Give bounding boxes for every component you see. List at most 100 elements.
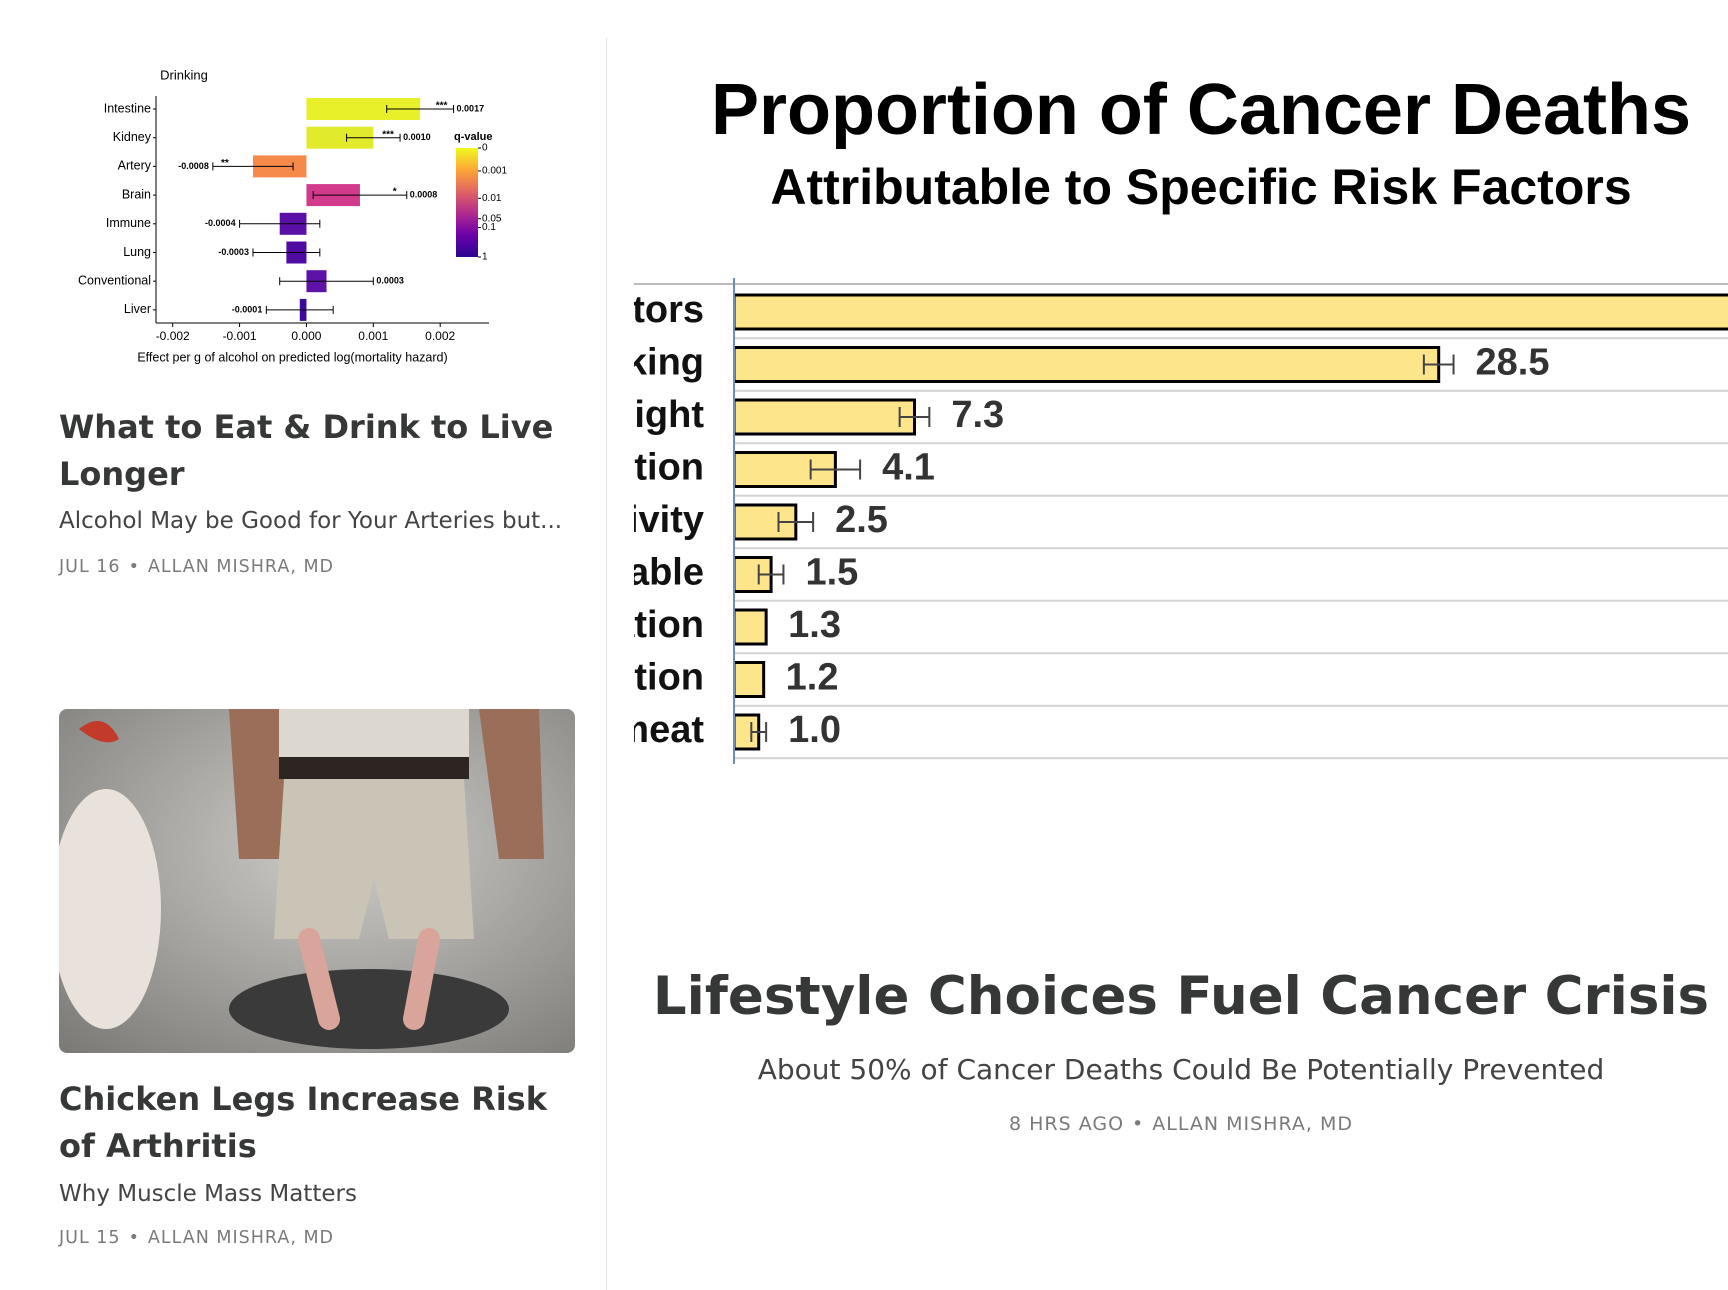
y-tick-label: table <box>634 552 704 594</box>
colorbar-tick-label: 0.05 <box>482 213 502 224</box>
post-image[interactable] <box>59 709 575 1053</box>
y-tick-label: Intestine <box>104 101 151 115</box>
colorbar-tick-label: 0.1 <box>482 222 496 233</box>
error-bar <box>386 105 455 113</box>
significance-label: *** <box>436 101 448 112</box>
x-tick-label: -0.002 <box>156 329 190 343</box>
colorbar-tick-label: 0 <box>482 143 488 154</box>
error-bar <box>239 219 321 228</box>
separator: • <box>128 557 140 577</box>
y-tick-label: ption <box>634 447 704 489</box>
post-card[interactable]: Drinking -0.002 -0.001 0.000 0.001 0.002 Effec… <box>59 60 575 580</box>
post-title[interactable]: Chicken Legs Increase Risk of Arthritis <box>59 1080 547 1165</box>
chart-title: Drinking <box>160 67 208 82</box>
data-label: -0.0003 <box>218 247 249 257</box>
separator: • <box>1132 1113 1145 1135</box>
y-tick-label: oking <box>634 342 704 384</box>
data-label: 1.3 <box>788 604 841 646</box>
data-label: 2.5 <box>835 499 888 541</box>
y-tick-label: ction <box>634 657 704 699</box>
error-bar <box>279 277 374 286</box>
post-title[interactable]: What to Eat & Drink to Live Longer <box>59 408 554 493</box>
x-tick-label: 0.000 <box>291 329 321 343</box>
post-author[interactable]: ALLAN MISHRA, MD <box>147 557 335 577</box>
chart-subtitle: Attributable to Specific Risk Factors <box>770 159 1631 215</box>
illustration <box>59 709 575 1053</box>
post-meta: JUL 15 • ALLAN MISHRA, MD <box>59 1228 334 1248</box>
data-label: 0.0010 <box>403 132 431 142</box>
error-bar <box>252 248 321 257</box>
bar <box>734 608 768 646</box>
colorbar-tick-label: 1 <box>482 252 488 263</box>
post-date: JUL 15 <box>59 1228 121 1248</box>
data-label: 4.1 <box>882 447 935 489</box>
data-label: -0.0001 <box>232 304 263 314</box>
error-bar <box>312 191 408 200</box>
y-tick-label: Lung <box>123 245 151 259</box>
chart-title: Proportion of Cancer Deaths <box>711 70 1691 150</box>
y-tick-label: Brain <box>122 187 151 201</box>
bar <box>734 293 1728 331</box>
post-date: 8 HRS AGO <box>1008 1113 1125 1135</box>
data-label: 0.0008 <box>410 189 438 199</box>
data-label: 0.0017 <box>457 103 485 113</box>
colorbar-tick-label: 0.01 <box>482 193 502 204</box>
x-tick-label: 0.002 <box>425 329 455 343</box>
y-tick-label: tivity <box>634 499 704 541</box>
featured-image-chart[interactable]: Proportion of Cancer Deaths Attributable … <box>634 60 1728 800</box>
x-axis-label: Effect per g of alcohol on predicted log… <box>137 350 447 364</box>
post-author[interactable]: ALLAN MISHRA, MD <box>147 1228 335 1248</box>
colorbar-title: q-value <box>454 131 493 143</box>
significance-label: ** <box>221 158 229 169</box>
post-date: JUL 16 <box>59 557 121 577</box>
data-label: 28.5 <box>1476 342 1550 384</box>
y-tick-label: Immune <box>106 216 151 230</box>
error-bar <box>757 564 785 585</box>
y-tick-label: eight <box>634 394 704 436</box>
data-label: -0.0008 <box>178 161 209 171</box>
error-bar <box>777 512 815 532</box>
data-label: 7.3 <box>951 394 1004 436</box>
error-bar <box>809 459 862 480</box>
colorbar <box>456 148 478 257</box>
data-label: -0.0004 <box>205 218 236 228</box>
bar <box>734 661 766 698</box>
post-subtitle: Why Muscle Mass Matters <box>59 1181 357 1207</box>
featured-subtitle: About 50% of Cancer Deaths Could Be Pote… <box>757 1053 1605 1086</box>
bar <box>306 126 374 149</box>
data-label: 1.0 <box>788 709 841 751</box>
colorbar-tick-label: 0.001 <box>482 166 507 177</box>
y-tick-label: ation <box>634 604 704 646</box>
y-tick-label: Artery <box>118 159 152 173</box>
y-tick-label: Kidney <box>113 130 152 144</box>
column-divider <box>606 38 607 1290</box>
data-label: 1.2 <box>786 657 839 699</box>
separator: • <box>128 1228 140 1248</box>
y-tick-label: ctors <box>634 289 704 331</box>
post-meta: JUL 16 • ALLAN MISHRA, MD <box>59 557 334 577</box>
featured-title[interactable]: Lifestyle Choices Fuel Cancer Crisis <box>652 966 1710 1027</box>
y-tick-label: Liver <box>124 302 151 316</box>
post-author[interactable]: ALLAN MISHRA, MD <box>1152 1113 1353 1135</box>
significance-label: * <box>393 187 397 198</box>
data-label: 1.5 <box>805 552 858 594</box>
y-tick-label: Conventional <box>78 273 151 287</box>
bar <box>306 98 421 120</box>
error-bar <box>1422 354 1455 375</box>
data-label: 0.0003 <box>376 276 404 286</box>
error-bar <box>346 133 401 142</box>
post-meta: 8 HRS AGO • ALLAN MISHRA, MD <box>634 1113 1728 1135</box>
error-bar <box>212 162 294 171</box>
error-bar <box>750 722 768 742</box>
x-tick-label: -0.001 <box>223 329 257 343</box>
y-tick-label: meat <box>634 709 704 751</box>
x-tick-label: 0.001 <box>358 329 388 343</box>
error-bar <box>898 407 931 427</box>
post-subtitle: Alcohol May be Good for Your Arteries bu… <box>59 508 563 534</box>
error-bar <box>265 305 334 314</box>
significance-label: *** <box>382 129 394 140</box>
post-image-chart: Drinking -0.002 -0.001 0.000 0.001 0.002 Effec… <box>78 67 507 364</box>
bar <box>734 346 1441 383</box>
bar <box>734 398 917 436</box>
